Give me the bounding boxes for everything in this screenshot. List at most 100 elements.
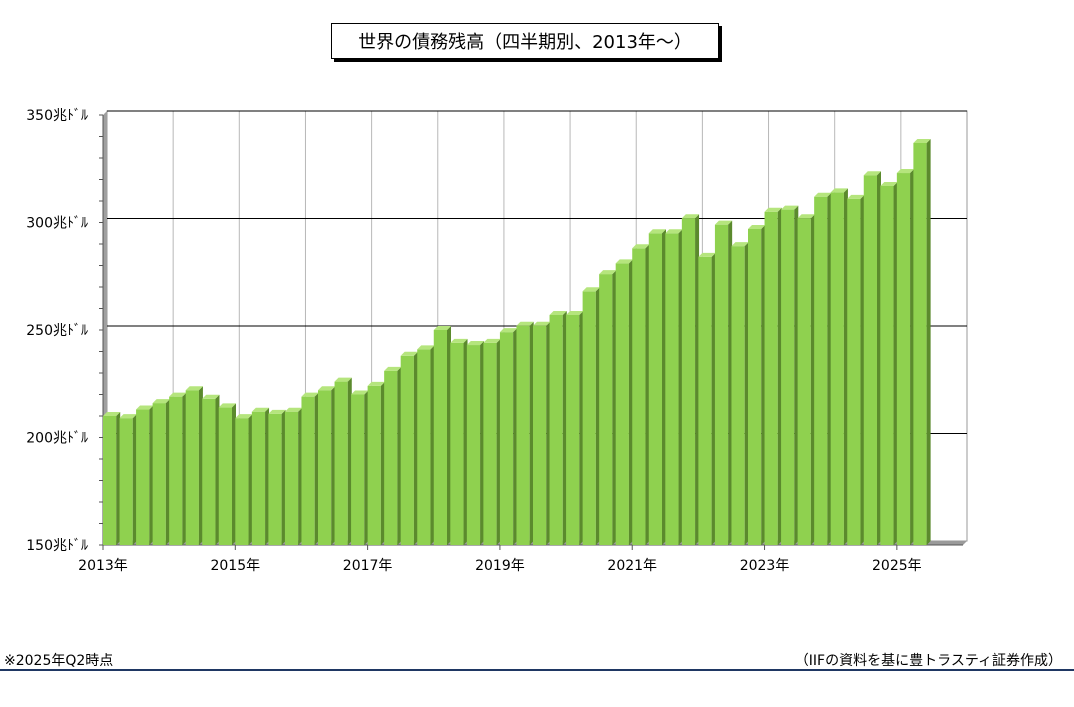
bar-side — [777, 207, 782, 545]
bar-top — [549, 310, 567, 315]
bar-side — [397, 366, 402, 545]
bar-top — [169, 392, 187, 397]
footnote-source: （IIFの資料を基に豊トラスティ証券作成） — [794, 653, 1062, 669]
x-tick-label: 2021年 — [607, 558, 657, 574]
bar-side — [314, 392, 319, 545]
bar-top — [582, 287, 600, 292]
bar — [301, 396, 315, 545]
x-tick-label: 2017年 — [343, 558, 393, 574]
bar-side — [893, 181, 898, 545]
bar-top — [681, 214, 700, 219]
bar-top — [433, 326, 451, 330]
bar — [764, 211, 778, 545]
bar — [533, 325, 547, 545]
bar-side — [843, 188, 848, 545]
bar — [880, 185, 894, 545]
bar-top — [781, 205, 799, 210]
bar-side — [546, 321, 551, 545]
x-tick-label: 2025年 — [872, 558, 922, 574]
bar — [450, 342, 464, 545]
bar-side — [198, 386, 203, 545]
bar-top — [136, 405, 154, 410]
bar-top — [731, 242, 749, 247]
bar-side — [463, 338, 468, 545]
bar — [847, 198, 861, 545]
bar — [499, 332, 514, 545]
bar-side — [645, 244, 650, 546]
bar — [566, 314, 580, 545]
bar-side — [248, 414, 253, 545]
bar-top — [301, 392, 319, 397]
bar-top — [615, 259, 633, 264]
bar-top — [516, 321, 534, 326]
bar-top — [351, 390, 369, 395]
bar-side — [265, 407, 270, 545]
bar — [235, 418, 249, 545]
bar-top — [202, 394, 220, 399]
bar-top — [533, 321, 551, 326]
bar-side — [529, 321, 534, 545]
bar-top — [334, 377, 352, 382]
bar-top — [384, 366, 402, 371]
bar — [169, 396, 183, 545]
bar — [218, 407, 232, 545]
bar — [632, 248, 646, 546]
x-tick-label: 2015年 — [210, 558, 260, 574]
bar-side — [926, 138, 931, 545]
bar — [202, 398, 216, 545]
bar-top — [218, 403, 236, 408]
bar-top — [152, 399, 170, 404]
bar — [284, 411, 299, 545]
bar — [400, 355, 414, 545]
bar-top — [251, 407, 270, 412]
bar — [119, 418, 133, 545]
bar-top — [268, 409, 286, 414]
bar-side — [215, 394, 220, 545]
bar-top — [450, 338, 468, 343]
bar — [185, 390, 199, 545]
bar — [648, 233, 662, 545]
bar — [483, 342, 497, 545]
bar-top — [499, 328, 518, 333]
bar-side — [827, 192, 832, 545]
bar — [797, 218, 811, 545]
bar-side — [132, 414, 137, 545]
bar — [698, 256, 712, 545]
bar — [781, 209, 795, 545]
bar-side — [744, 242, 749, 545]
bar-side — [496, 338, 501, 545]
bar-side — [678, 229, 683, 545]
bar-side — [877, 171, 881, 545]
bar-top — [748, 224, 766, 229]
bar-side — [513, 328, 518, 545]
bar — [599, 274, 613, 545]
bar-top — [483, 338, 501, 343]
bar-side — [430, 345, 435, 545]
bar — [367, 385, 381, 545]
x-tick-label: 2019年 — [475, 558, 525, 574]
bar-side — [794, 205, 799, 545]
bar-top — [797, 214, 815, 219]
bar-top — [632, 244, 650, 249]
bar-top — [880, 181, 898, 186]
bar-top — [367, 381, 385, 386]
bar-side — [116, 412, 121, 545]
bar — [351, 394, 365, 545]
bar-top — [235, 414, 253, 419]
x-tick-label: 2013年 — [78, 558, 128, 574]
bar-side — [347, 377, 352, 545]
bar-top — [648, 229, 666, 234]
bar — [748, 228, 762, 545]
bar — [384, 370, 398, 545]
bar-side — [728, 220, 733, 545]
y-tick-label: 250兆ﾄﾞﾙ — [26, 323, 88, 339]
bar — [714, 224, 729, 545]
bar-side — [232, 403, 236, 545]
bar-side — [331, 386, 336, 545]
bar-top — [185, 386, 203, 391]
bar — [830, 192, 844, 545]
bar — [681, 218, 696, 545]
bar-side — [910, 169, 915, 546]
bar-top — [119, 414, 137, 419]
bar-top — [814, 192, 832, 197]
